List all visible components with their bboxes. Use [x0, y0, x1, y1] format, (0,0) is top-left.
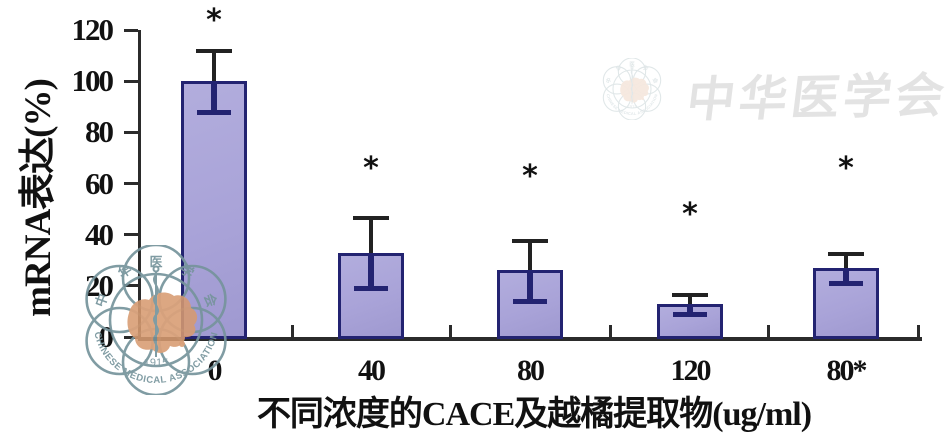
error-bar-cap — [353, 215, 389, 220]
error-bar — [211, 81, 217, 112]
x-tick-label: 80* — [826, 354, 868, 387]
error-bar — [369, 216, 373, 253]
y-tick — [124, 335, 138, 339]
x-tick — [916, 325, 920, 337]
x-tick-label: 0 — [207, 354, 223, 387]
error-bar-cap — [512, 238, 548, 243]
x-tick — [608, 325, 612, 337]
y-tick-label: 100 — [71, 63, 115, 99]
y-axis-line — [138, 30, 141, 339]
error-bar — [688, 293, 692, 304]
error-bar — [527, 270, 533, 302]
y-tick-label: 60 — [85, 165, 114, 201]
error-bar — [528, 239, 532, 271]
y-tick-label: 40 — [85, 216, 114, 252]
x-tick-label: 80 — [517, 354, 545, 387]
error-bar-cap — [196, 49, 232, 54]
x-tick-label: 40 — [358, 354, 386, 387]
y-tick — [124, 79, 138, 83]
error-bar-cap — [828, 251, 864, 256]
error-bar-cap — [197, 109, 231, 115]
significance-star: * — [522, 158, 538, 194]
error-bar — [844, 252, 848, 268]
error-bar-cap — [513, 299, 547, 305]
x-tick-label: 120 — [670, 354, 712, 387]
significance-star: * — [363, 151, 379, 187]
error-bar-cap — [673, 311, 707, 317]
cma-logo-watermark-small — [601, 58, 663, 120]
error-bar-cap — [672, 292, 708, 297]
y-tick-label: 80 — [85, 114, 114, 150]
y-tick-label: 120 — [71, 12, 115, 47]
cma-logo-watermark — [81, 245, 231, 395]
x-tick — [449, 325, 452, 337]
error-bar-cap — [829, 281, 863, 287]
y-tick — [124, 28, 138, 32]
x-axis-title: 不同浓度的CACE及越橘提取物(ug/ml) — [256, 396, 812, 433]
error-bar — [687, 303, 693, 314]
y-tick — [124, 284, 138, 288]
error-bar — [368, 252, 374, 289]
y-tick — [124, 233, 138, 237]
error-bar-cap — [354, 286, 388, 292]
x-tick — [291, 325, 294, 337]
x-axis-line — [138, 337, 922, 341]
calligraphy-watermark-text: 中华医学会 — [683, 69, 945, 128]
significance-star: * — [206, 2, 222, 38]
y-tick — [124, 130, 138, 134]
x-tick — [766, 325, 770, 337]
significance-star: * — [682, 197, 698, 233]
error-bar — [212, 50, 216, 82]
y-tick — [124, 182, 138, 185]
significance-star: * — [838, 151, 854, 187]
error-bar — [843, 267, 849, 284]
